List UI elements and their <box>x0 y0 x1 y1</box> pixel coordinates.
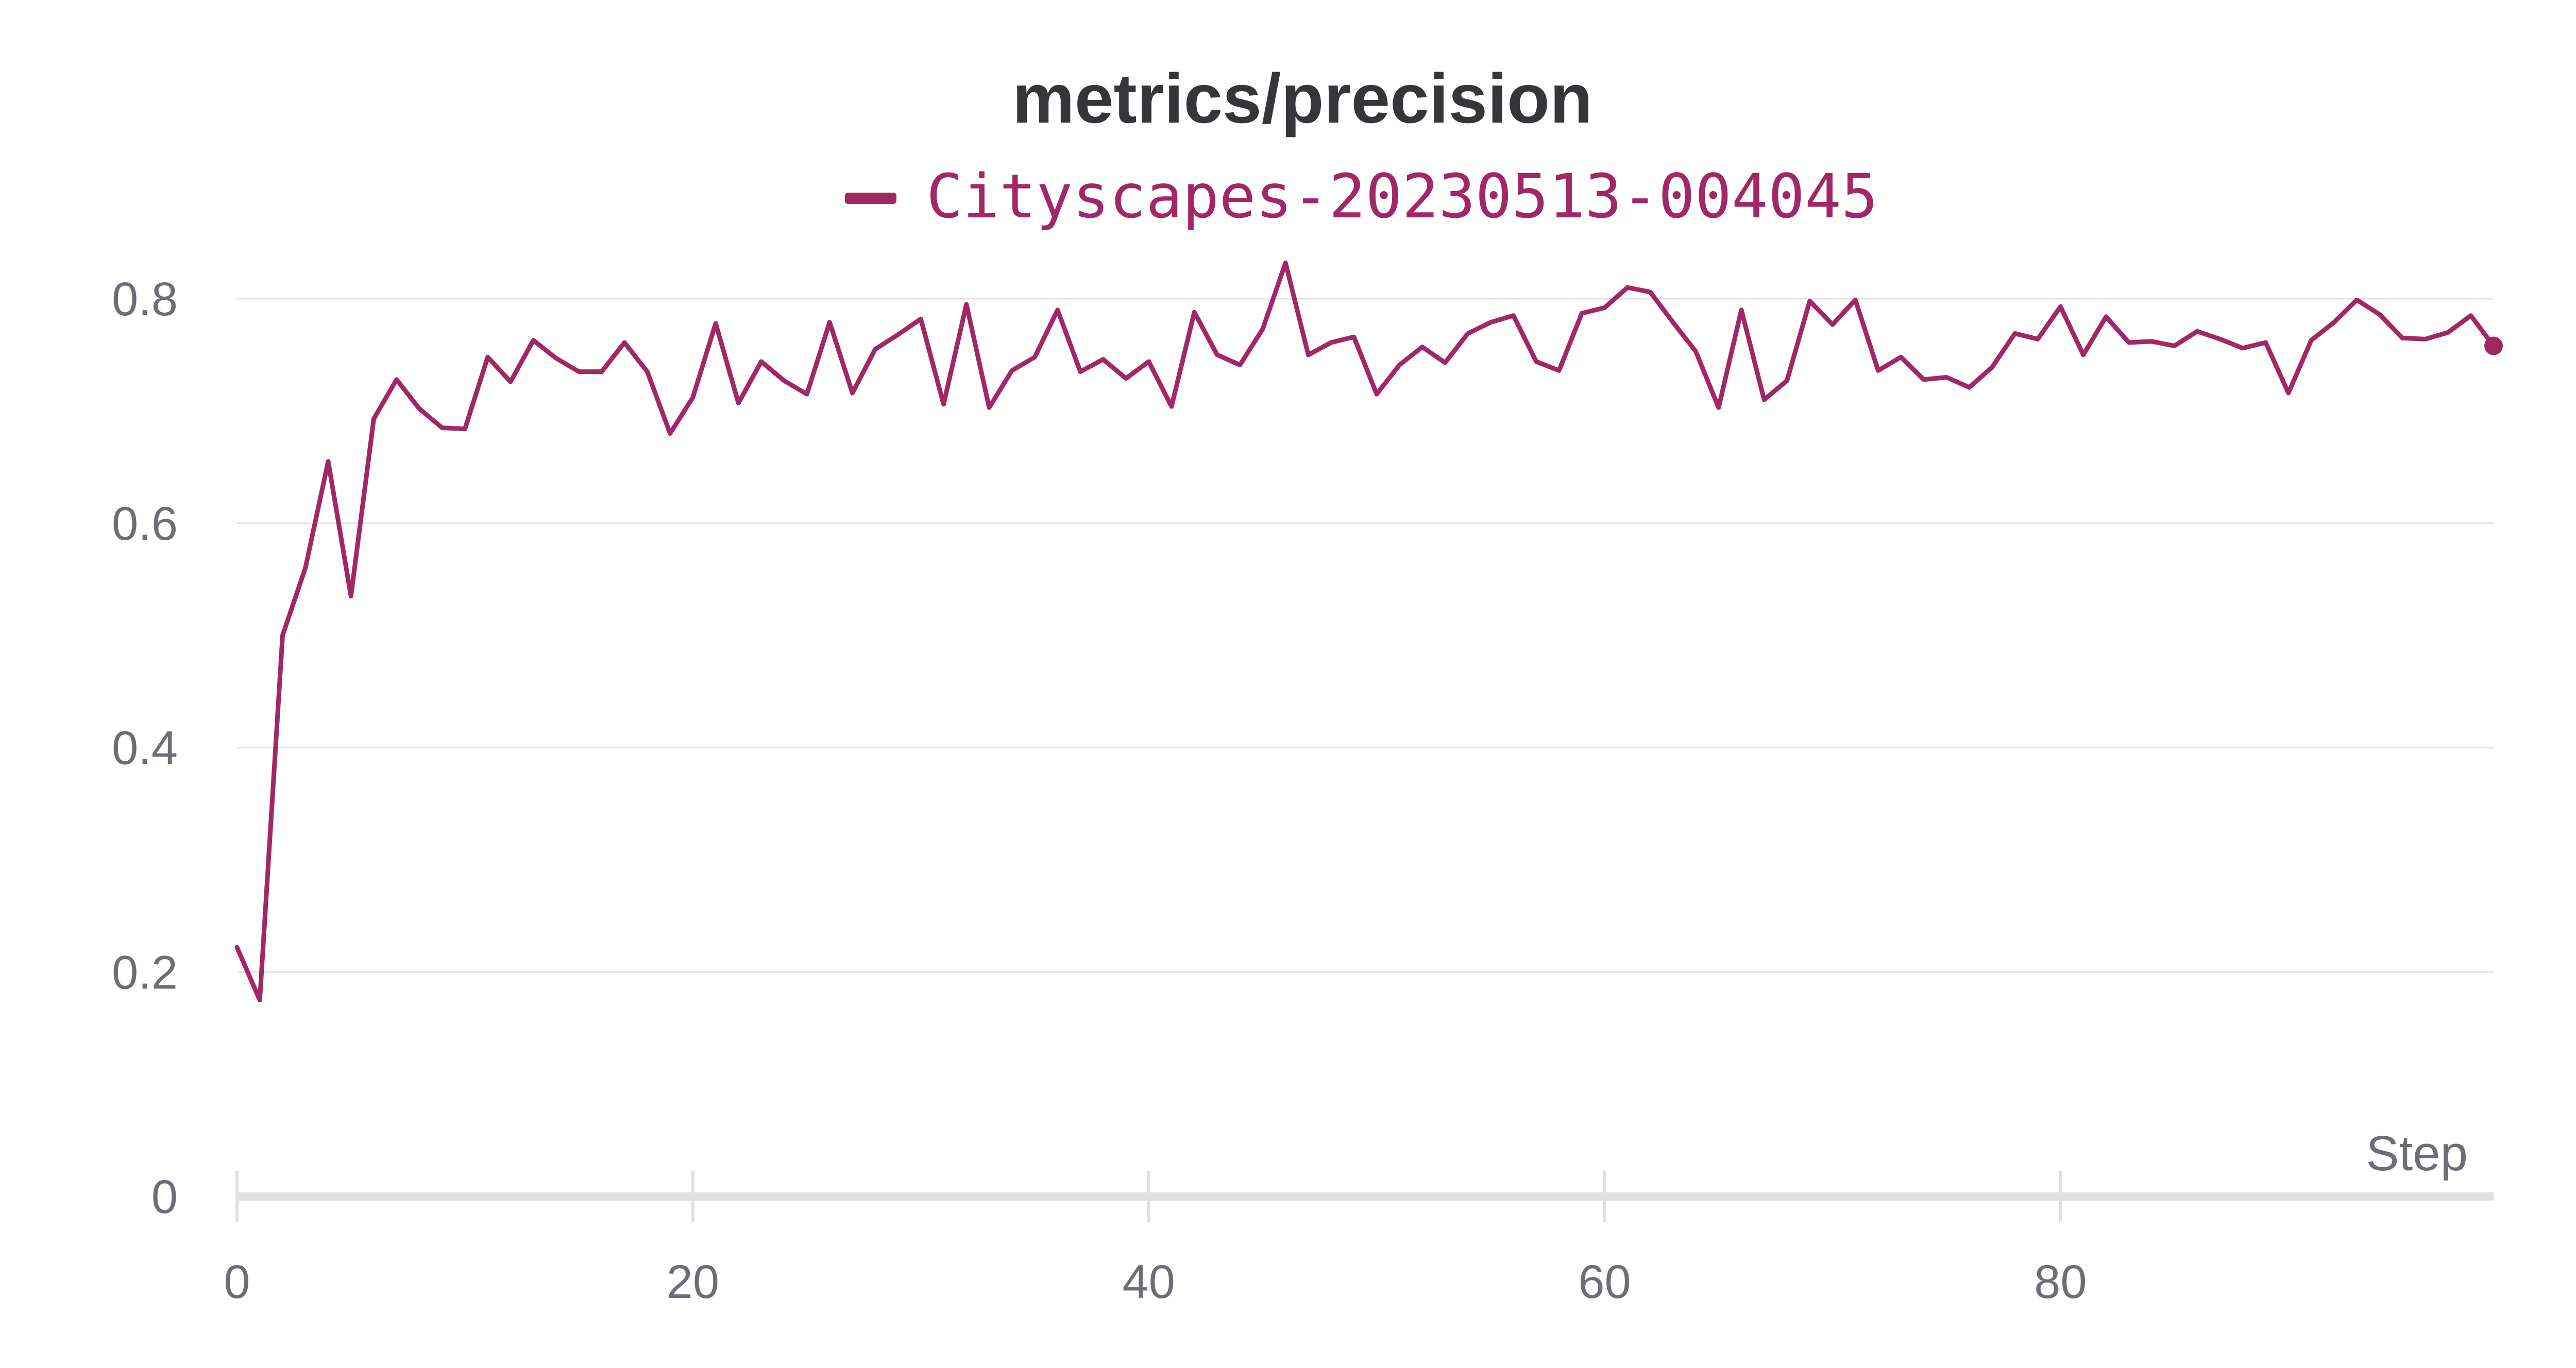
legend-swatch <box>845 193 896 204</box>
axis-layer: 0 0.2 0.4 0.6 0.8 0 20 40 60 80 Step <box>112 273 2494 1308</box>
legend[interactable]: Cityscapes-20230513-004045 <box>845 161 1878 232</box>
x-tick-label: 40 <box>1123 1256 1175 1308</box>
y-tick-label: 0.4 <box>112 722 178 775</box>
chart-title: metrics/precision <box>1012 59 1592 138</box>
x-tick-label: 0 <box>224 1256 250 1308</box>
y-tick-label: 0.2 <box>112 946 178 999</box>
series-layer <box>234 260 2503 1003</box>
x-tick-label: 20 <box>667 1256 719 1308</box>
x-tick-label: 60 <box>1578 1256 1631 1308</box>
x-axis-label: Step <box>2366 1126 2468 1181</box>
y-tick-label: 0 <box>151 1171 178 1223</box>
series-end-point <box>2484 336 2503 355</box>
x-tick-label: 80 <box>2034 1256 2087 1308</box>
y-tick-label: 0.6 <box>112 498 178 550</box>
grid-layer <box>237 298 2494 973</box>
y-tick-label: 0.8 <box>112 273 178 326</box>
series-line <box>234 260 2496 1003</box>
legend-series-label: Cityscapes-20230513-004045 <box>926 161 1878 232</box>
